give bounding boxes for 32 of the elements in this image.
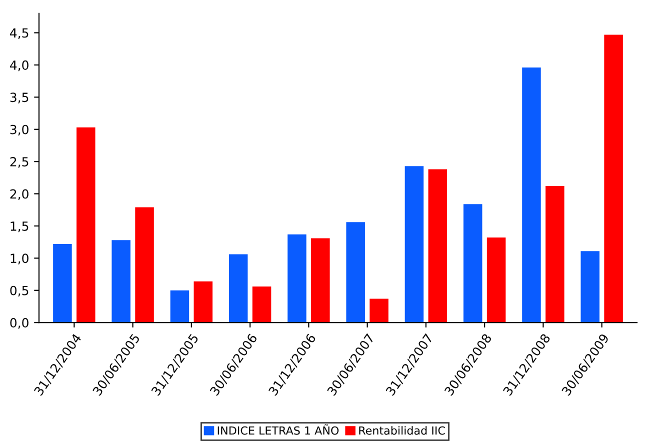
y-tick-label: 1,0 xyxy=(10,254,28,264)
bar xyxy=(346,222,365,323)
bar xyxy=(311,238,330,323)
bar xyxy=(404,166,424,323)
bar xyxy=(580,251,600,323)
bar xyxy=(76,127,96,323)
bar xyxy=(486,238,506,323)
bar xyxy=(546,186,564,323)
bar xyxy=(370,298,388,323)
y-tick-label: 0,0 xyxy=(10,318,28,329)
bar xyxy=(53,244,72,323)
bar xyxy=(194,281,213,323)
bar xyxy=(170,290,190,323)
legend-label: INDICE LETRAS 1 AÑO xyxy=(218,424,339,435)
y-tick-label: 4,5 xyxy=(10,28,28,39)
bar xyxy=(604,34,623,323)
y-tick-label: 4,0 xyxy=(10,60,28,72)
bar xyxy=(252,286,272,323)
y-tick-label: 2,0 xyxy=(10,189,28,200)
bar xyxy=(112,240,130,323)
bar xyxy=(463,204,482,323)
bar xyxy=(522,68,541,323)
bar xyxy=(228,254,248,323)
bar xyxy=(288,234,306,323)
bar xyxy=(428,169,448,323)
legend-label: Rentabilidad IIC xyxy=(359,426,445,435)
bar xyxy=(135,207,154,323)
y-tick-label: 1,5 xyxy=(10,222,28,232)
y-tick-label: 3,0 xyxy=(10,124,28,136)
y-tick-label: 3,5 xyxy=(10,92,28,104)
y-tick-label: 0,5 xyxy=(10,286,28,297)
y-tick-label: 2,5 xyxy=(10,157,28,168)
